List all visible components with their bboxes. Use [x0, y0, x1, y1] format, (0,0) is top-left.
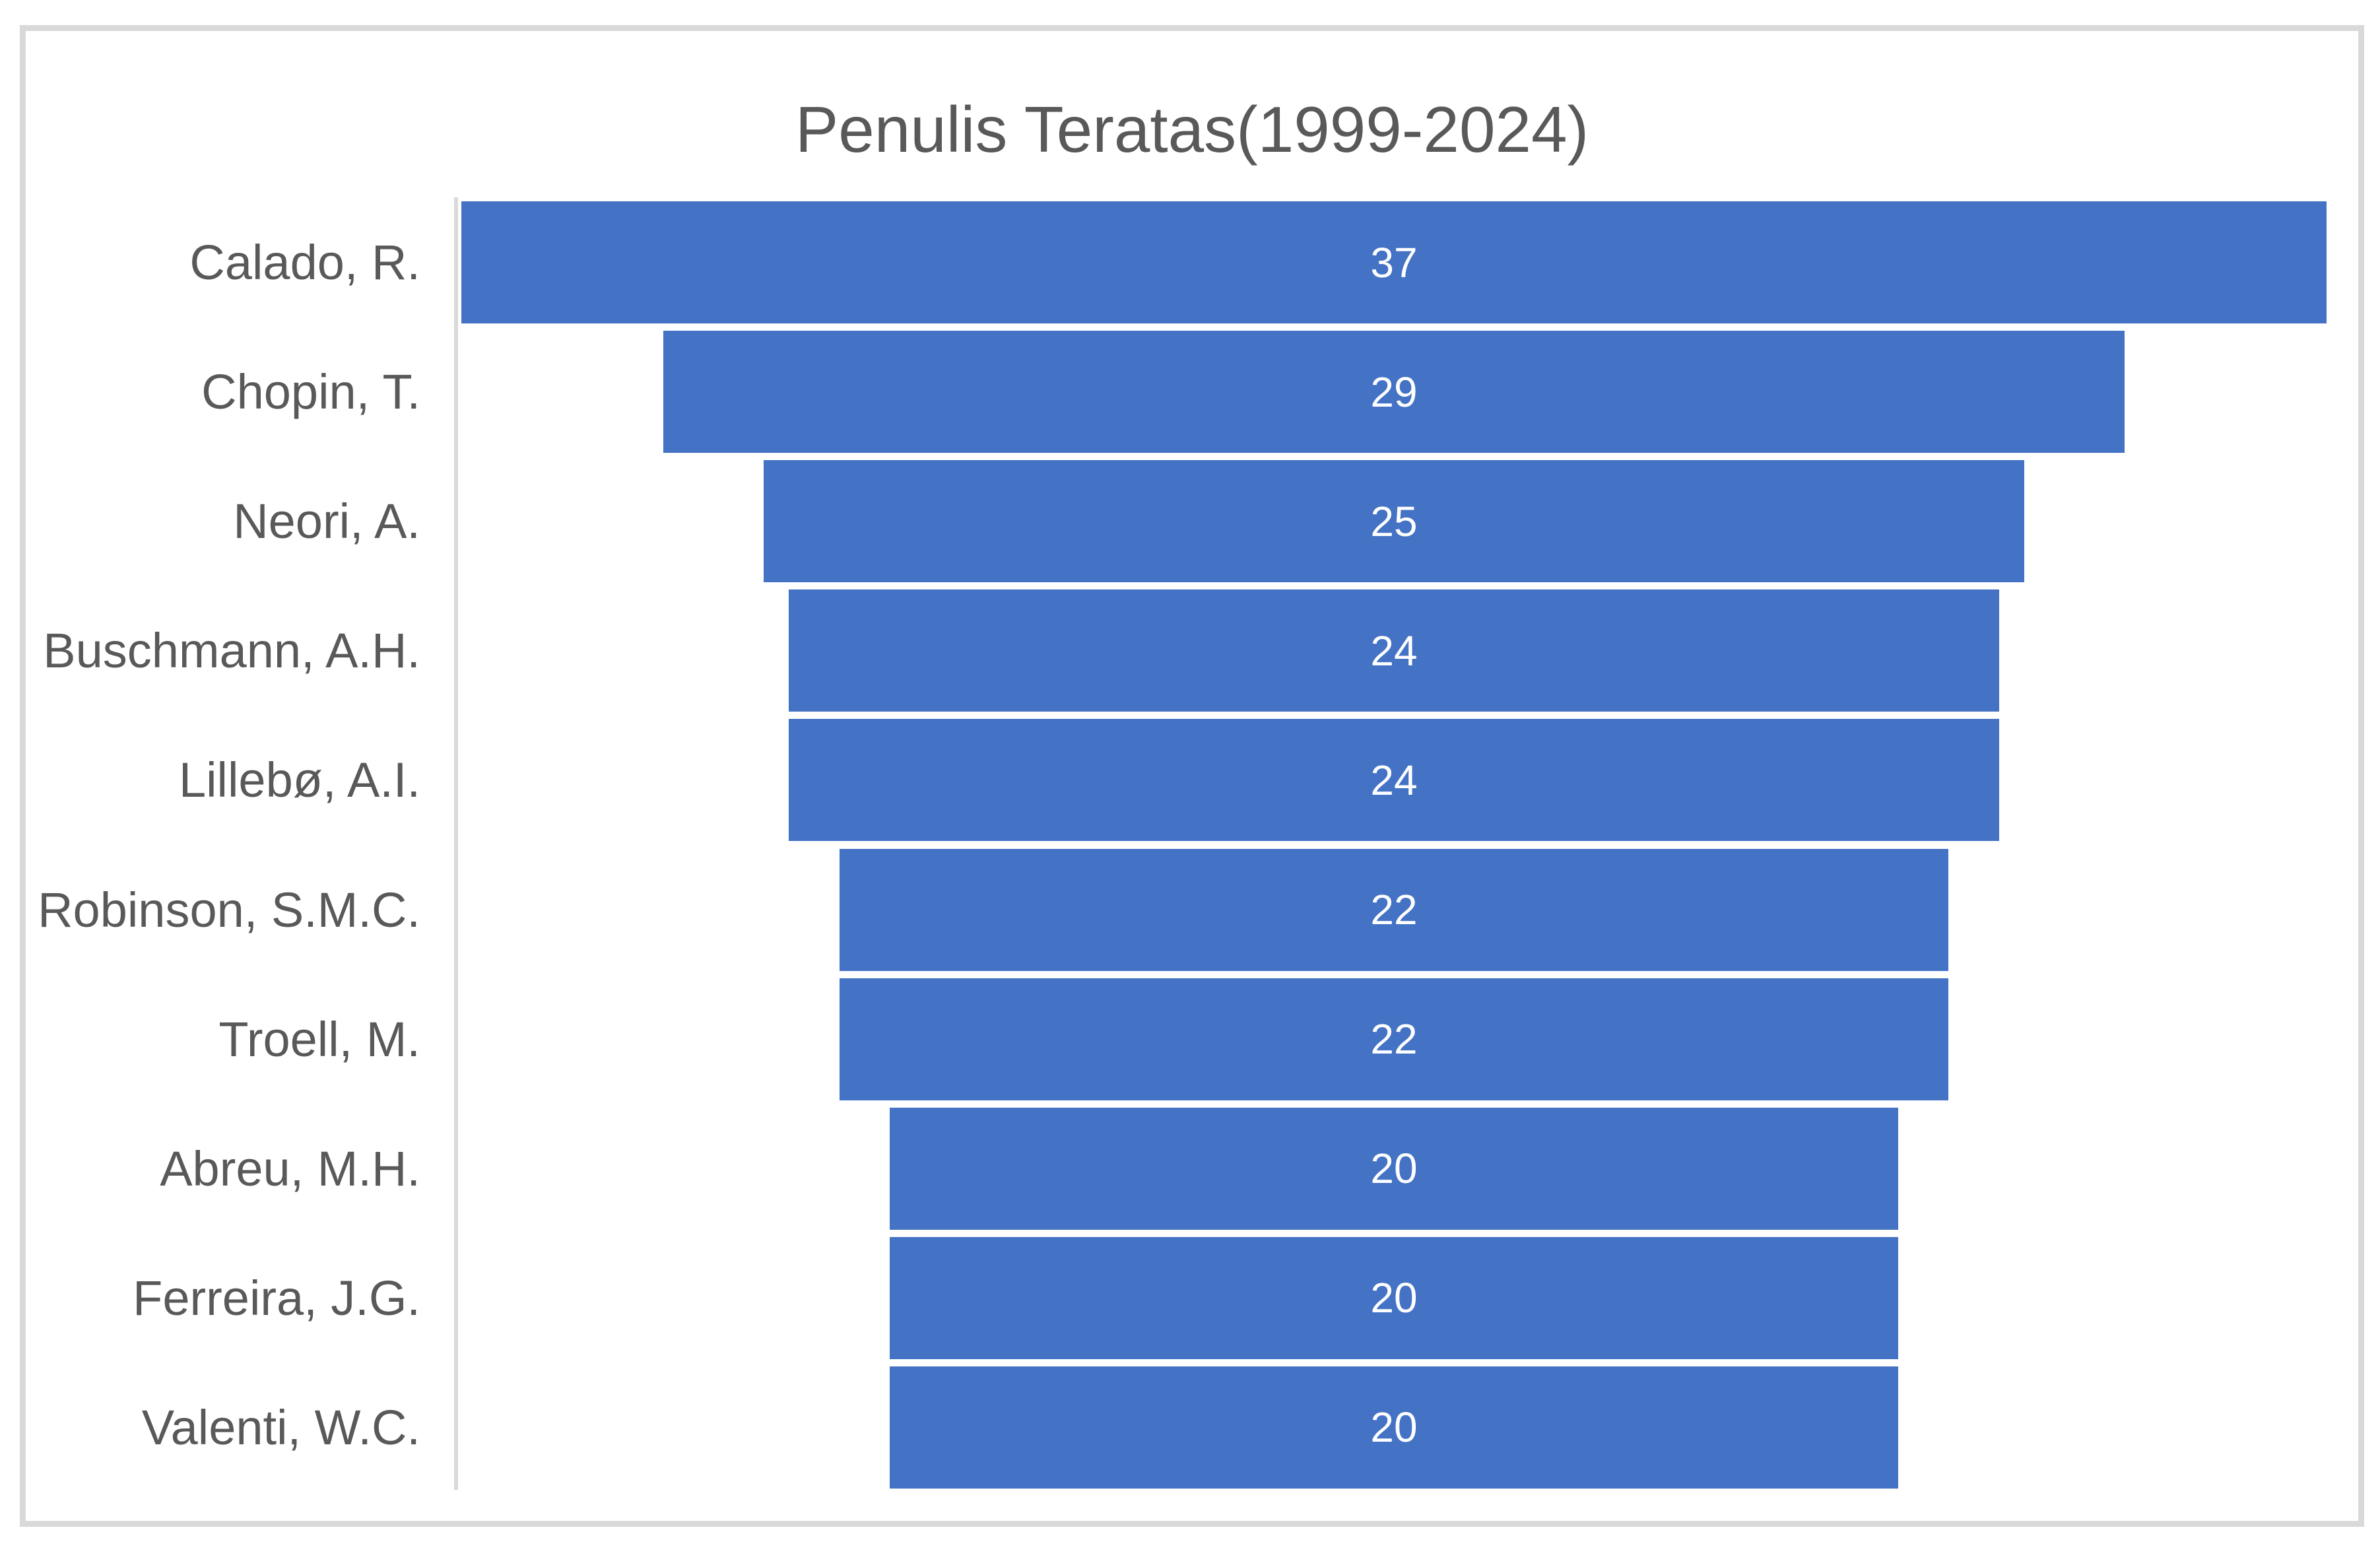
category-label: Calado, R.	[189, 235, 420, 290]
category-label: Neori, A.	[233, 494, 420, 549]
chart-frame: Penulis Teratas(1999-2024) Calado, R. 37 C…	[20, 25, 2364, 1527]
category-label: Robinson, S.M.C.	[38, 882, 420, 937]
bar-value-label: 24	[1370, 626, 1418, 675]
bar-value-label: 20	[1370, 1403, 1418, 1452]
funnel-bar	[839, 978, 1949, 1100]
category-label: Ferreira, J.G.	[133, 1270, 420, 1326]
category-axis-line	[454, 197, 458, 1490]
category-label: Chopin, T.	[201, 364, 420, 420]
category-label: Troell, M.	[218, 1011, 420, 1067]
category-label: Abreu, M.H.	[160, 1141, 420, 1196]
bar-value-label: 24	[1370, 756, 1418, 804]
category-label: Valenti, W.C.	[141, 1399, 420, 1455]
category-label: Buschmann, A.H.	[43, 623, 420, 679]
plot-area: Calado, R. 37 Chopin, T. 29 Neori, A. 25 Busch…	[26, 31, 2358, 1521]
funnel-bar	[764, 460, 2024, 583]
funnel-bar	[789, 719, 1999, 842]
funnel-bar	[839, 848, 1949, 971]
funnel-bar	[663, 331, 2125, 453]
category-label: Lillebø, A.I.	[178, 753, 420, 808]
funnel-bar	[789, 589, 1999, 712]
funnel-bar	[890, 1107, 1898, 1230]
bar-value-label: 22	[1370, 886, 1418, 933]
funnel-bar	[890, 1236, 1898, 1359]
bar-value-label: 22	[1370, 1015, 1418, 1063]
funnel-bar	[461, 201, 2327, 323]
bar-value-label: 29	[1370, 368, 1418, 416]
bar-value-label: 20	[1370, 1274, 1418, 1322]
funnel-bar	[890, 1366, 1898, 1489]
chart-title: Penulis Teratas(1999-2024)	[795, 93, 1589, 166]
bar-value-label: 25	[1370, 497, 1418, 545]
bar-value-label: 37	[1370, 238, 1418, 286]
bar-value-label: 20	[1370, 1145, 1418, 1193]
